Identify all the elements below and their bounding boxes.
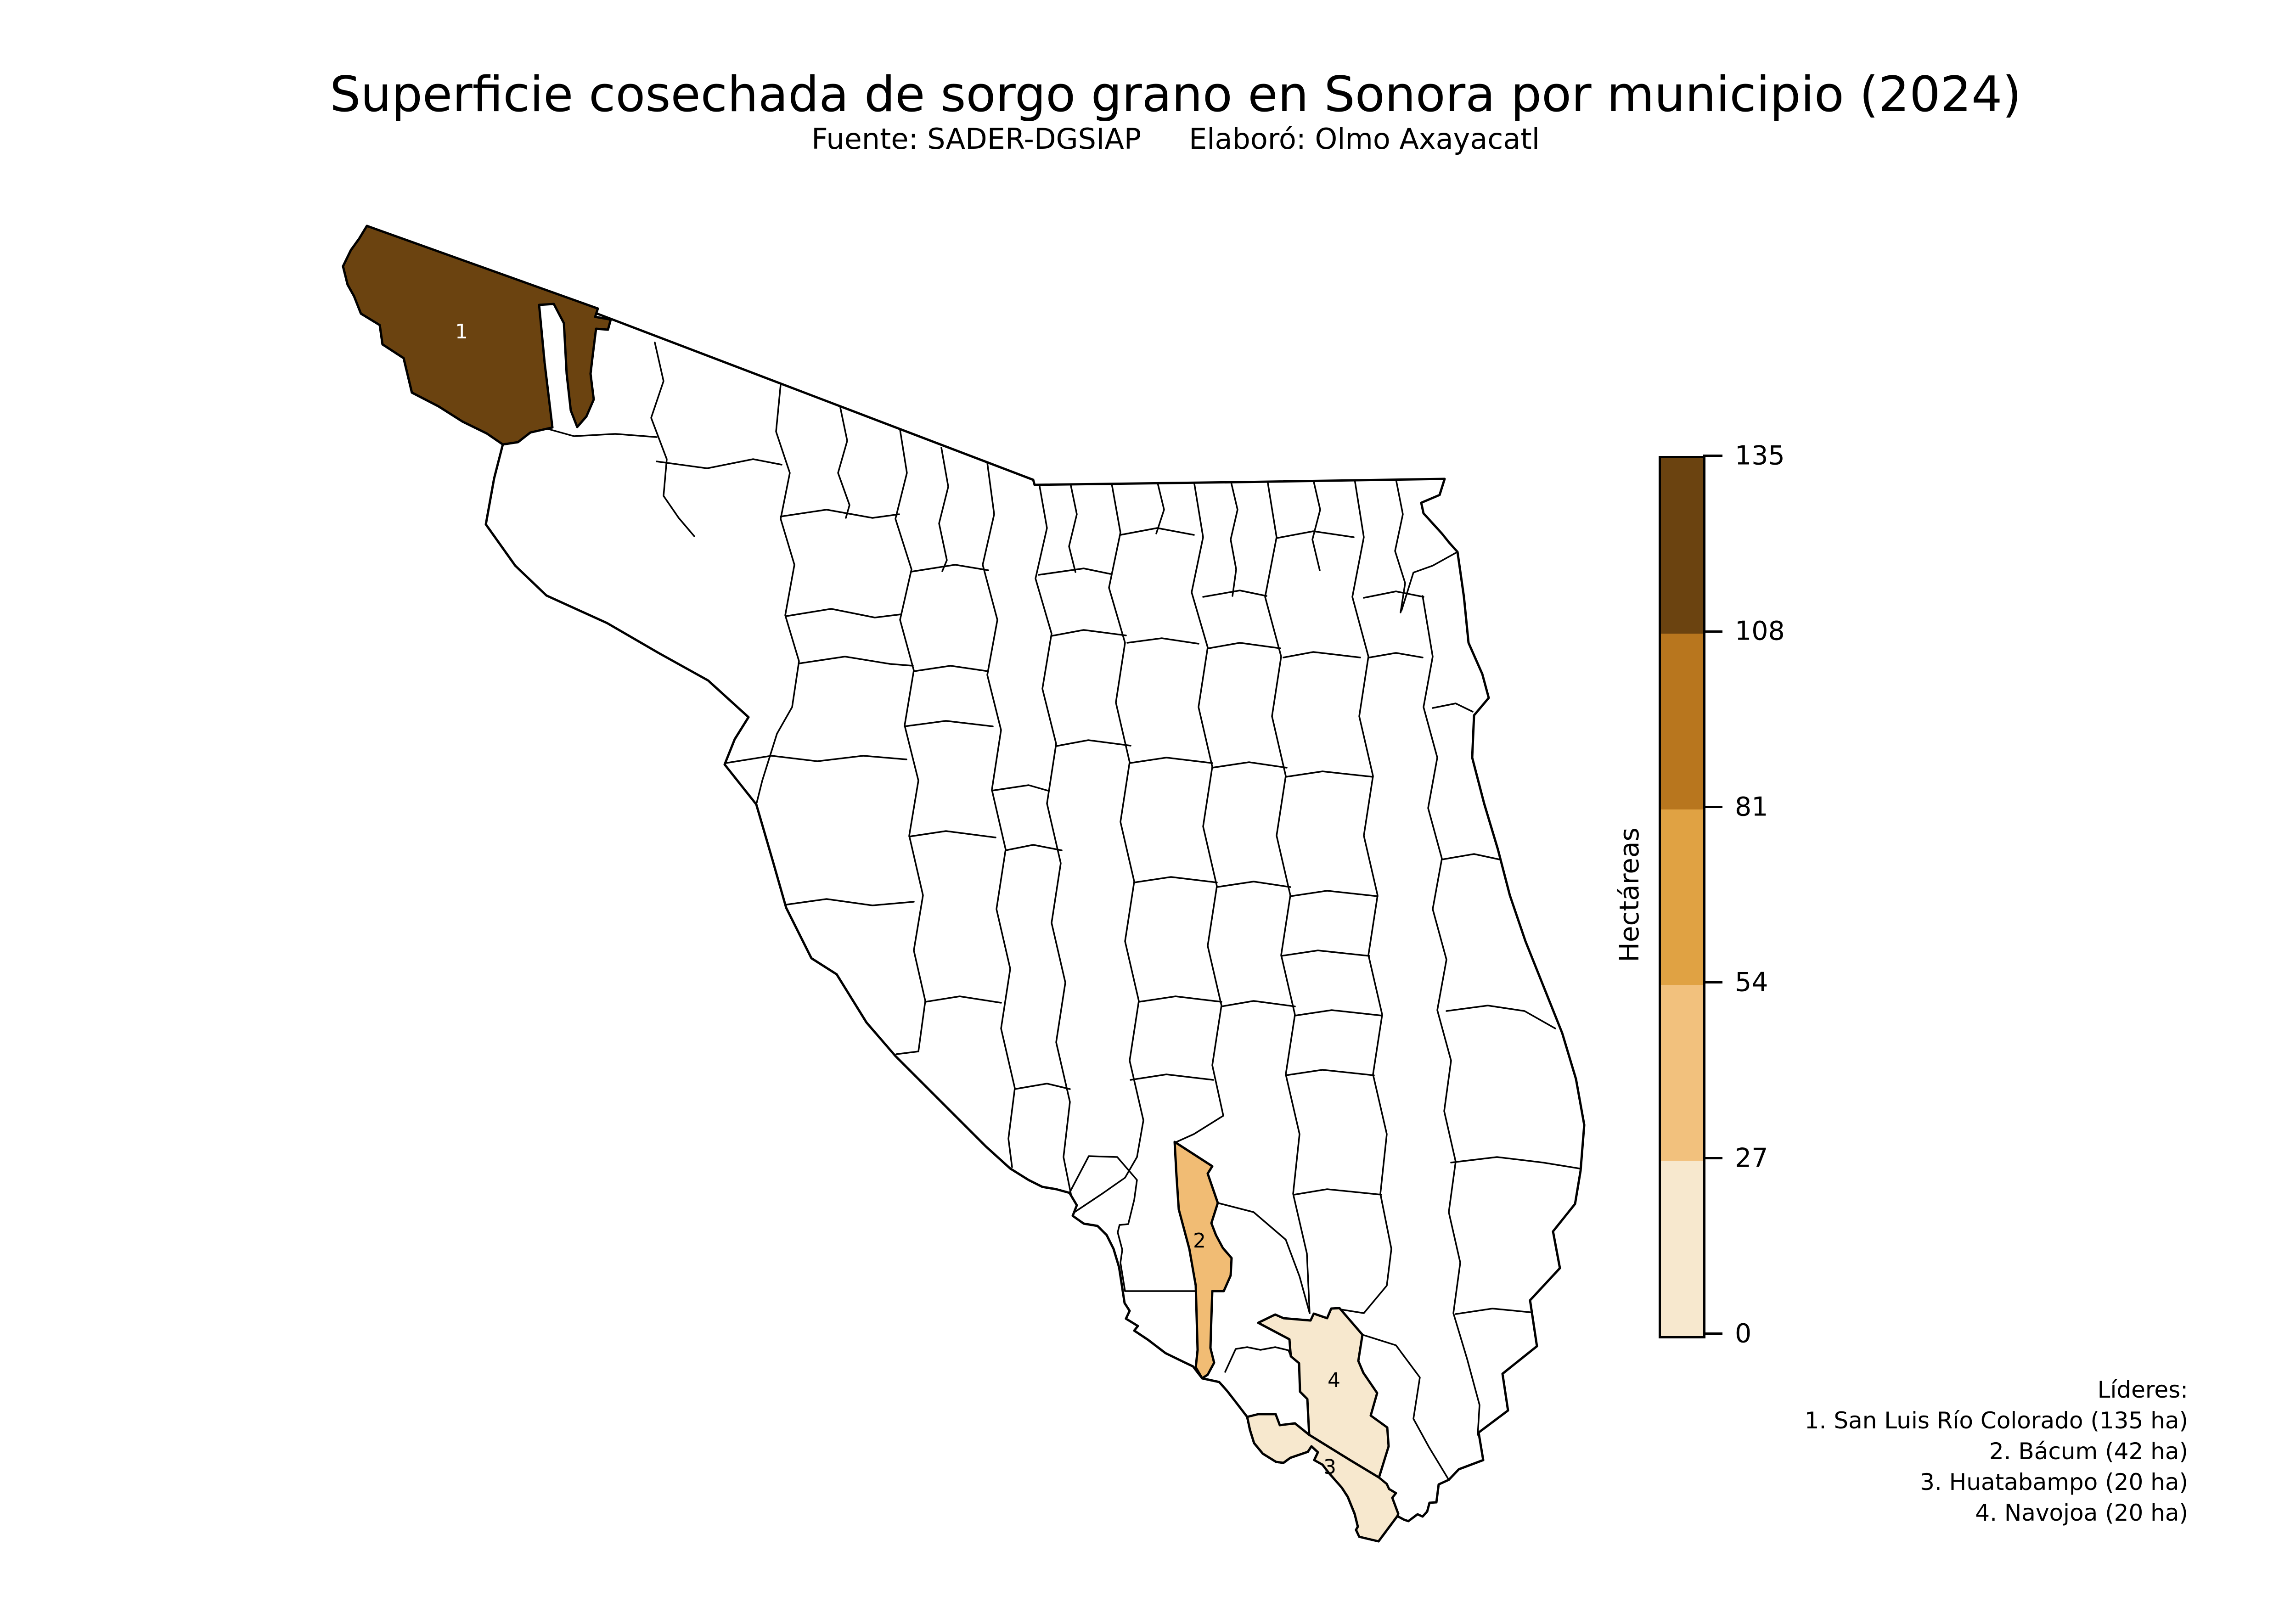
leaders-heading: Líderes:	[2097, 1377, 2188, 1403]
leader-item-2: 2. Bácum (42 ha)	[1989, 1438, 2188, 1465]
leader-item-4: 4. Navojoa (20 ha)	[1975, 1500, 2188, 1526]
colorbar-tick-label-27: 27	[1735, 1143, 1768, 1174]
leader-item-1: 1. San Luis Río Colorado (135 ha)	[1804, 1407, 2188, 1434]
page-title: Superficie cosechada de sorgo grano en S…	[330, 66, 2021, 123]
colorbar-tick-108	[1703, 630, 1722, 633]
colorbar-bin-27-54	[1661, 985, 1703, 1161]
map-label-1-san-luis-rio-colorado: 1	[455, 320, 468, 343]
municipality-huatabampo	[1246, 1413, 1400, 1543]
municipality-boundaries	[532, 342, 1581, 1481]
map-label-2-bacum: 2	[1193, 1229, 1206, 1253]
subtitle: Fuente: SADER-DGSIAP Elaboró: Olmo Axaya…	[28, 122, 2296, 156]
source-label: Fuente: SADER-DGSIAP	[811, 122, 1142, 156]
colorbar-axis-label: Hectáreas	[1614, 827, 1645, 962]
colorbar-tick-label-0: 0	[1735, 1318, 1752, 1349]
colorbar-bin-0-27	[1661, 1160, 1703, 1337]
leaders-annotation: Líderes: 1. San Luis Río Colorado (135 h…	[1805, 1375, 2188, 1528]
colorbar-tick-label-135: 135	[1735, 440, 1785, 471]
municipality-san-luis-rio-colorado	[342, 225, 612, 446]
colorbar-bin-54-81	[1661, 809, 1703, 985]
colorbar-tick-54	[1703, 981, 1722, 983]
colorbar-tick-135	[1703, 455, 1722, 457]
municipality-navojoa	[1257, 1307, 1390, 1479]
colorbar-tick-81	[1703, 806, 1722, 808]
map-label-3-huatabampo: 3	[1323, 1455, 1336, 1479]
colorbar-tick-label-54: 54	[1735, 967, 1768, 998]
colorbar	[1659, 456, 1705, 1338]
colorbar-tick-0	[1703, 1332, 1722, 1335]
colorbar-bin-108-135	[1661, 458, 1703, 634]
colorbar-tick-27	[1703, 1157, 1722, 1159]
municipality-bacum	[1173, 1141, 1233, 1380]
colorbar-tick-label-108: 108	[1735, 616, 1785, 646]
author-label: Elaboró: Olmo Axayacatl	[1189, 122, 1540, 156]
leader-item-3: 3. Huatabampo (20 ha)	[1920, 1469, 2188, 1495]
map-label-4-navojoa: 4	[1328, 1369, 1340, 1392]
colorbar-tick-label-81: 81	[1735, 792, 1768, 822]
colorbar-bin-81-108	[1661, 634, 1703, 809]
